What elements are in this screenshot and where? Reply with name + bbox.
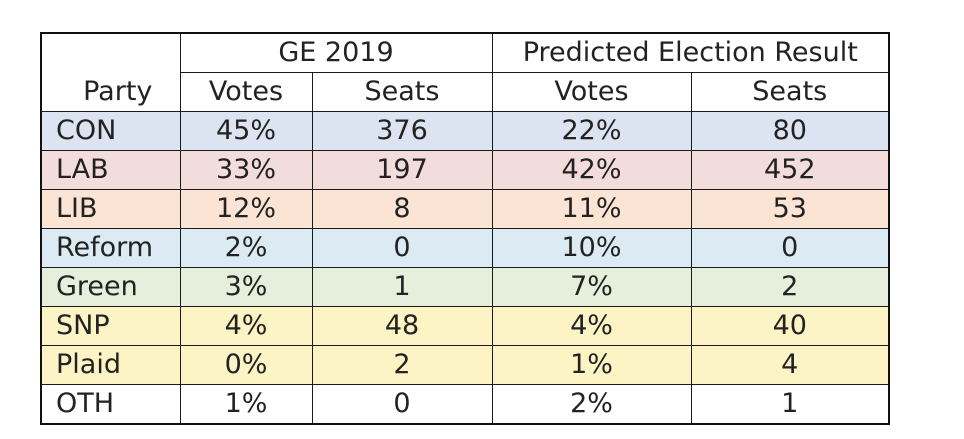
- predicted-seats-header: Seats: [690, 72, 890, 112]
- ge2019-votes-cell: 33%: [179, 150, 313, 190]
- ge2019-seats-cell: 1: [311, 267, 493, 307]
- party-name-cell: Plaid: [40, 345, 181, 385]
- ge2019-votes-cell: 12%: [179, 189, 313, 229]
- predicted-seats-cell: 40: [690, 306, 890, 346]
- ge2019-seats-cell: 2: [311, 345, 493, 385]
- table-row: Reform 2% 0 10% 0: [40, 228, 890, 268]
- election-results-table-container: Party GE 2019 Predicted Election Result …: [40, 32, 891, 425]
- predicted-seats-cell: 1: [690, 384, 890, 425]
- ge2019-seats-cell: 376: [311, 111, 493, 151]
- ge2019-seats-cell: 48: [311, 306, 493, 346]
- party-name-cell: LIB: [40, 189, 181, 229]
- predicted-group-header: Predicted Election Result: [491, 32, 890, 73]
- predicted-seats-cell: 53: [690, 189, 890, 229]
- predicted-seats-cell: 2: [690, 267, 890, 307]
- predicted-votes-cell: 11%: [491, 189, 692, 229]
- party-name-cell: Reform: [40, 228, 181, 268]
- ge2019-votes-cell: 2%: [179, 228, 313, 268]
- predicted-votes-cell: 7%: [491, 267, 692, 307]
- table-row: SNP 4% 48 4% 40: [40, 306, 890, 346]
- predicted-seats-cell: 4: [690, 345, 890, 385]
- party-name-cell: OTH: [40, 384, 181, 425]
- predicted-votes-cell: 10%: [491, 228, 692, 268]
- group-header-row: Party GE 2019 Predicted Election Result: [40, 32, 890, 112]
- predicted-seats-cell: 0: [690, 228, 890, 268]
- table-row: Green 3% 1 7% 2: [40, 267, 890, 307]
- table-row: OTH 1% 0 2% 1: [40, 384, 890, 425]
- predicted-votes-cell: 42%: [491, 150, 692, 190]
- ge2019-seats-cell: 0: [311, 384, 493, 425]
- party-name-cell: Green: [40, 267, 181, 307]
- party-column-header: Party: [40, 32, 181, 112]
- ge2019-votes-header: Votes: [179, 72, 313, 112]
- table-row: Plaid 0% 2 1% 4: [40, 345, 890, 385]
- table-row: CON 45% 376 22% 80: [40, 111, 890, 151]
- predicted-votes-cell: 4%: [491, 306, 692, 346]
- predicted-votes-cell: 22%: [491, 111, 692, 151]
- ge2019-votes-cell: 0%: [179, 345, 313, 385]
- ge2019-seats-cell: 8: [311, 189, 493, 229]
- ge2019-seats-cell: 0: [311, 228, 493, 268]
- party-name-cell: SNP: [40, 306, 181, 346]
- predicted-votes-header: Votes: [491, 72, 692, 112]
- table-row: LAB 33% 197 42% 452: [40, 150, 890, 190]
- ge2019-votes-cell: 1%: [179, 384, 313, 425]
- ge2019-seats-header: Seats: [311, 72, 493, 112]
- party-name-cell: LAB: [40, 150, 181, 190]
- predicted-votes-cell: 1%: [491, 345, 692, 385]
- ge2019-group-header: GE 2019: [179, 32, 493, 73]
- election-results-table: Party GE 2019 Predicted Election Result …: [40, 32, 891, 425]
- predicted-votes-cell: 2%: [491, 384, 692, 425]
- ge2019-votes-cell: 45%: [179, 111, 313, 151]
- table-row: LIB 12% 8 11% 53: [40, 189, 890, 229]
- predicted-seats-cell: 80: [690, 111, 890, 151]
- ge2019-votes-cell: 4%: [179, 306, 313, 346]
- party-name-cell: CON: [40, 111, 181, 151]
- ge2019-votes-cell: 3%: [179, 267, 313, 307]
- predicted-seats-cell: 452: [690, 150, 890, 190]
- ge2019-seats-cell: 197: [311, 150, 493, 190]
